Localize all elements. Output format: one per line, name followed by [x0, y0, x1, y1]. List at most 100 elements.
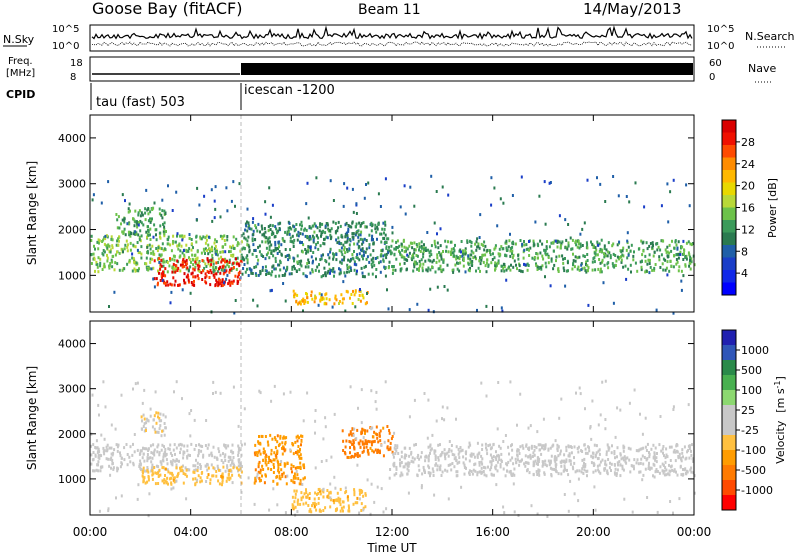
scatter-cell: [235, 262, 238, 266]
scatter-cell: [161, 198, 164, 202]
scatter-cell: [333, 274, 335, 278]
scatter-cell: [293, 238, 296, 242]
scatter-cell: [319, 222, 322, 226]
scatter-cell: [668, 469, 671, 473]
scatter-cell: [403, 245, 406, 249]
scatter-cell: [378, 431, 381, 435]
scatter-cell: [510, 444, 512, 448]
scatter-cell: [677, 256, 680, 260]
scatter-cell: [295, 270, 298, 273]
scatter-cell: [622, 449, 625, 453]
scatter-cell: [361, 427, 364, 431]
scatter-cell: [116, 466, 119, 470]
scatter-cell: [350, 293, 353, 296]
scatter-cell: [313, 502, 316, 506]
scatter-cell: [352, 502, 355, 506]
scatter-cell: [274, 438, 277, 442]
scatter-cell: [352, 439, 355, 443]
scatter-cell: [121, 268, 124, 272]
scatter-cell: [170, 290, 173, 294]
scatter-cell: [478, 463, 481, 467]
scatter-cell: [298, 260, 301, 263]
scatter-cell: [448, 440, 451, 443]
scatter-cell: [391, 435, 394, 438]
scatter-cell: [672, 405, 675, 409]
scatter-cell: [664, 460, 667, 464]
scatter-cell: [682, 455, 684, 459]
scatter-cell: [370, 258, 373, 262]
scatter-cell: [680, 279, 683, 283]
scatter-cell: [140, 234, 143, 238]
scatter-cell: [451, 453, 454, 456]
scatter-cell: [299, 502, 302, 506]
scatter-cell: [640, 457, 643, 461]
scatter-cell: [605, 463, 608, 467]
scatter-cell: [597, 267, 600, 271]
scatter-cell: [170, 476, 173, 480]
scatter-cell: [128, 233, 131, 237]
scatter-cell: [391, 265, 394, 268]
scatter-cell: [353, 488, 356, 492]
scatter-cell: [296, 233, 299, 237]
scatter-cell: [666, 250, 669, 254]
scatter-cell: [284, 248, 287, 251]
scatter-cell: [440, 255, 443, 259]
scatter-cell: [195, 444, 198, 447]
scatter-cell: [327, 269, 330, 273]
scatter-cell: [338, 272, 341, 276]
scatter-cell: [555, 463, 558, 467]
scatter-cell: [462, 455, 465, 459]
scatter-cell: [162, 274, 164, 277]
scatter-cell: [334, 296, 337, 300]
scatter-cell: [576, 469, 579, 473]
scatter-cell: [288, 221, 291, 225]
scatter-cell: [660, 449, 663, 453]
scatter-cell: [572, 262, 575, 265]
velocity-colorbar-frame: [721, 329, 737, 511]
scatter-cell: [178, 242, 181, 246]
scatter-cell: [680, 473, 683, 477]
scatter-cell: [147, 233, 150, 237]
scatter-cell: [493, 186, 496, 190]
scatter-cell: [214, 207, 217, 211]
scatter-cell: [666, 182, 669, 186]
scatter-cell: [310, 226, 313, 230]
scatter-cell: [308, 509, 311, 513]
scatter-cell: [137, 483, 140, 487]
scatter-cell: [613, 452, 616, 456]
scatter-cell: [172, 234, 175, 238]
scatter-cell: [511, 474, 514, 477]
scatter-cell: [99, 469, 102, 473]
scatter-cell: [675, 262, 678, 266]
scatter-cell: [575, 391, 577, 395]
scatter-cell: [396, 444, 399, 448]
scatter-cell: [358, 497, 361, 501]
colorbar-swatch: [722, 480, 736, 496]
scatter-cell: [444, 239, 447, 243]
scatter-cell: [358, 245, 361, 249]
scatter-cell: [127, 210, 130, 214]
scatter-cell: [382, 259, 385, 263]
scatter-cell: [239, 270, 241, 274]
scatter-cell: [590, 240, 592, 244]
scatter-cell: [308, 492, 311, 495]
scatter-cell: [245, 256, 248, 260]
scatter-cell: [339, 271, 342, 275]
scatter-cell: [556, 447, 559, 451]
scatter-cell: [647, 464, 650, 468]
scatter-cell: [297, 230, 300, 234]
scatter-cell: [476, 245, 479, 249]
scatter-cell: [567, 444, 570, 448]
scatter-cell: [677, 240, 680, 244]
colorbar-swatch: [722, 232, 736, 246]
scatter-cell: [212, 259, 215, 263]
scatter-cell: [673, 246, 676, 250]
scatter-cell: [185, 243, 188, 247]
scatter-cell: [251, 252, 254, 256]
scatter-cell: [191, 253, 194, 257]
scatter-cell: [508, 470, 511, 474]
scatter-cell: [633, 250, 635, 254]
scatter-cell: [157, 269, 159, 273]
scatter-cell: [355, 202, 358, 206]
